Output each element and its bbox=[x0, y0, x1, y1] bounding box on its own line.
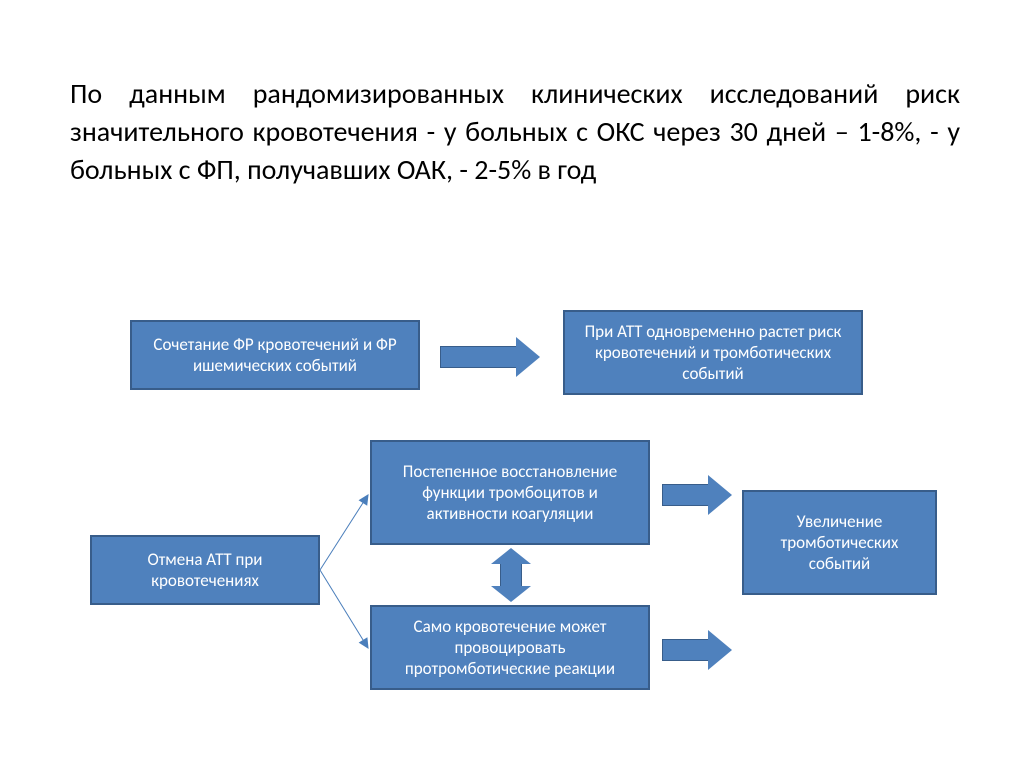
box-label: Отмена АТТ при кровотечениях bbox=[104, 549, 306, 592]
box-label: Постепенное восстановление функции тромб… bbox=[384, 461, 636, 525]
arrow-right-icon bbox=[440, 337, 540, 377]
arrow-right-icon bbox=[662, 630, 732, 670]
box-label: Увеличение тромботических событий bbox=[756, 511, 923, 575]
slide-title: По данным рандомизированных клинических … bbox=[70, 75, 960, 188]
box-att-cancellation: Отмена АТТ при кровотечениях bbox=[90, 535, 320, 605]
box-att-risk-increase: При АТТ одновременно растет риск кровоте… bbox=[563, 310, 863, 395]
arrow-double-vertical-icon bbox=[490, 548, 532, 602]
box-label: Сочетание ФР кровотечений и ФР ишемическ… bbox=[144, 334, 406, 377]
box-label: При АТТ одновременно растет риск кровоте… bbox=[577, 321, 849, 385]
arrow-right-icon bbox=[662, 475, 732, 515]
box-label: Само кровотечение может провоцировать пр… bbox=[384, 616, 636, 680]
box-thrombotic-increase: Увеличение тромботических событий bbox=[742, 490, 937, 595]
box-platelet-recovery: Постепенное восстановление функции тромб… bbox=[370, 440, 650, 545]
box-bleeding-provokes: Само кровотечение может провоцировать пр… bbox=[370, 605, 650, 690]
box-risk-factors-combined: Сочетание ФР кровотечений и ФР ишемическ… bbox=[130, 320, 420, 390]
